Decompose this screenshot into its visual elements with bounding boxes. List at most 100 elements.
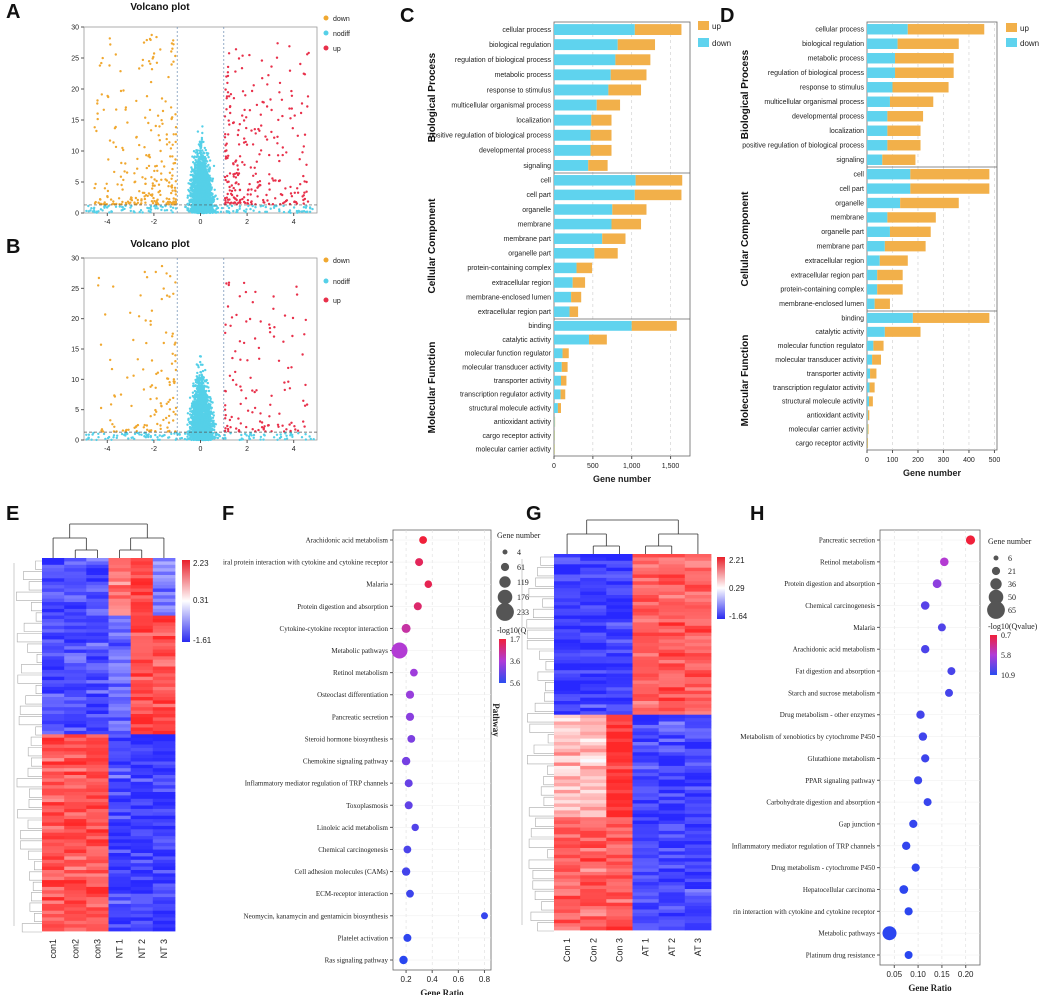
volcano-point bbox=[165, 416, 168, 420]
volcano-point bbox=[248, 53, 251, 57]
volcano-point bbox=[186, 412, 190, 415]
volcano-point bbox=[143, 423, 146, 427]
volcano-point bbox=[239, 358, 242, 361]
volcano-point bbox=[241, 90, 245, 93]
volcano-point bbox=[192, 150, 196, 153]
volcano-point bbox=[242, 209, 246, 212]
volcano-point bbox=[232, 175, 235, 178]
volcano-point bbox=[199, 370, 202, 374]
volcano-point bbox=[230, 189, 234, 193]
volcano-point bbox=[97, 201, 100, 204]
volcano-point bbox=[239, 201, 242, 204]
volcano-point bbox=[227, 133, 230, 136]
volcano-point bbox=[251, 411, 254, 414]
panel-label-h: H bbox=[750, 503, 764, 525]
volcano-point bbox=[173, 201, 176, 205]
volcano-point bbox=[90, 438, 93, 441]
volcano-point bbox=[186, 423, 189, 426]
volcano-point bbox=[306, 105, 309, 108]
volcano-point bbox=[146, 194, 149, 198]
volcano-point bbox=[168, 429, 171, 433]
volcano-point bbox=[107, 158, 110, 161]
volcano-point bbox=[201, 149, 204, 152]
volcano-point bbox=[243, 108, 246, 112]
volcano-point bbox=[303, 191, 306, 194]
volcano-point bbox=[242, 119, 246, 122]
volcano-point bbox=[202, 387, 205, 390]
volcano-point bbox=[198, 404, 201, 408]
volcano-point bbox=[237, 201, 240, 204]
volcano-point bbox=[110, 438, 113, 441]
volcano-point bbox=[201, 193, 204, 196]
volcano-point bbox=[113, 395, 117, 398]
volcano-point bbox=[203, 146, 206, 150]
volcano-point bbox=[150, 359, 154, 362]
volcano-point bbox=[305, 163, 308, 166]
volcano-point bbox=[298, 158, 301, 161]
y-tick-label: 15 bbox=[71, 347, 79, 354]
volcano-point bbox=[174, 113, 177, 116]
volcano-point bbox=[226, 180, 229, 184]
volcano-point bbox=[199, 186, 202, 189]
volcano-point bbox=[144, 177, 147, 180]
volcano-point bbox=[201, 382, 205, 385]
volcano-point bbox=[132, 338, 135, 342]
volcano-point bbox=[196, 188, 200, 191]
volcano-point bbox=[223, 175, 227, 179]
volcano-point bbox=[144, 432, 147, 435]
volcano-point bbox=[280, 98, 284, 102]
volcano-point bbox=[115, 436, 119, 440]
volcano-point bbox=[129, 198, 132, 201]
volcano-point bbox=[186, 194, 190, 197]
x-tick-label: 500 bbox=[587, 463, 599, 470]
volcano-point bbox=[165, 402, 168, 405]
volcano-point bbox=[231, 356, 234, 360]
volcano-point bbox=[148, 37, 152, 41]
volcano-point bbox=[259, 205, 262, 208]
volcano-point bbox=[235, 171, 238, 175]
volcano-point bbox=[187, 182, 190, 185]
volcano-point bbox=[208, 167, 211, 170]
volcano-point bbox=[96, 112, 99, 115]
volcano-point bbox=[224, 427, 227, 430]
volcano-point bbox=[228, 123, 231, 126]
volcano-point bbox=[303, 425, 306, 428]
volcano-point bbox=[170, 191, 173, 195]
volcano-point bbox=[97, 432, 100, 435]
volcano-point bbox=[203, 403, 206, 407]
x-axis-label: Gene number bbox=[593, 474, 652, 484]
x-tick-label: 0 bbox=[552, 463, 556, 470]
volcano-point bbox=[278, 159, 281, 163]
volcano-point bbox=[170, 362, 174, 365]
volcano-point bbox=[205, 195, 208, 198]
volcano-point bbox=[227, 283, 230, 287]
volcano-point bbox=[198, 374, 201, 377]
volcano-point bbox=[193, 155, 196, 158]
volcano-point bbox=[99, 343, 103, 346]
volcano-point bbox=[229, 111, 232, 115]
volcano-point bbox=[164, 100, 167, 103]
volcano-point bbox=[160, 160, 163, 163]
volcano-point bbox=[296, 187, 299, 190]
volcano-point bbox=[311, 207, 314, 211]
volcano-point bbox=[165, 202, 168, 205]
volcano-point bbox=[245, 320, 248, 323]
volcano-point bbox=[157, 134, 160, 137]
volcano-point bbox=[295, 293, 299, 296]
volcano-point bbox=[151, 182, 154, 185]
volcano-point bbox=[169, 147, 173, 150]
volcano-point bbox=[198, 140, 202, 143]
volcano-point bbox=[159, 424, 162, 427]
volcano-point bbox=[312, 438, 315, 441]
category-label: biological regulation bbox=[489, 42, 551, 49]
volcano-point bbox=[194, 380, 198, 384]
volcano-point bbox=[172, 60, 175, 63]
volcano-point bbox=[234, 176, 238, 179]
volcano-point bbox=[235, 383, 238, 386]
volcano-point bbox=[244, 397, 248, 400]
volcano-point bbox=[243, 137, 246, 140]
category-label: membrane-enclosed lumen bbox=[466, 294, 551, 301]
volcano-point bbox=[98, 198, 102, 201]
volcano-point bbox=[194, 158, 197, 162]
